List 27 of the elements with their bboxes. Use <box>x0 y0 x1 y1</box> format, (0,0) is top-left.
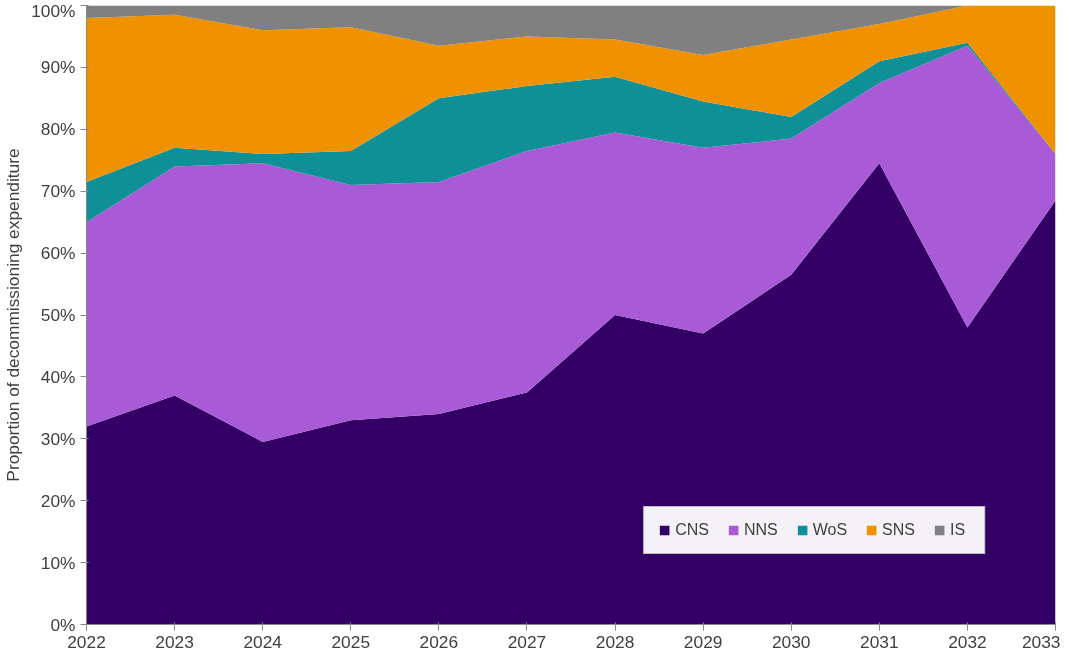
y-tick-label: 80% <box>40 119 76 140</box>
legend-label: IS <box>950 521 967 539</box>
x-tick-label: 2033 <box>1021 631 1061 652</box>
y-tick-label: 10% <box>40 552 76 573</box>
legend-label: WoS <box>812 521 848 539</box>
x-tick-label: 2024 <box>243 631 283 652</box>
x-tick-label: 2031 <box>860 631 899 652</box>
y-axis-title: Proportion of decommissioning expenditure <box>3 148 24 482</box>
y-tick-label: 90% <box>40 57 76 78</box>
x-tick-label: 2023 <box>155 631 194 652</box>
y-tick-label: 100% <box>31 0 76 21</box>
y-tick-label: 20% <box>40 490 76 511</box>
x-tick-label: 2026 <box>419 631 459 652</box>
x-tick-label: 2030 <box>771 631 811 652</box>
x-tick-label: 2029 <box>683 631 723 652</box>
legend-label: SNS <box>882 521 915 539</box>
legend-label: CNS <box>675 521 709 539</box>
y-tick-label: 30% <box>40 428 76 449</box>
y-tick-label: 70% <box>40 181 76 202</box>
y-tick-label: 40% <box>40 366 76 387</box>
x-tick-label: 2027 <box>507 631 547 652</box>
x-tick-label: 2025 <box>331 631 371 652</box>
y-tick-label: 60% <box>40 243 76 264</box>
x-tick-label: 2032 <box>948 631 987 652</box>
legend-label: NNS <box>743 521 778 539</box>
y-tick-label: 50% <box>40 305 76 325</box>
x-tick-label: 2028 <box>595 631 635 652</box>
